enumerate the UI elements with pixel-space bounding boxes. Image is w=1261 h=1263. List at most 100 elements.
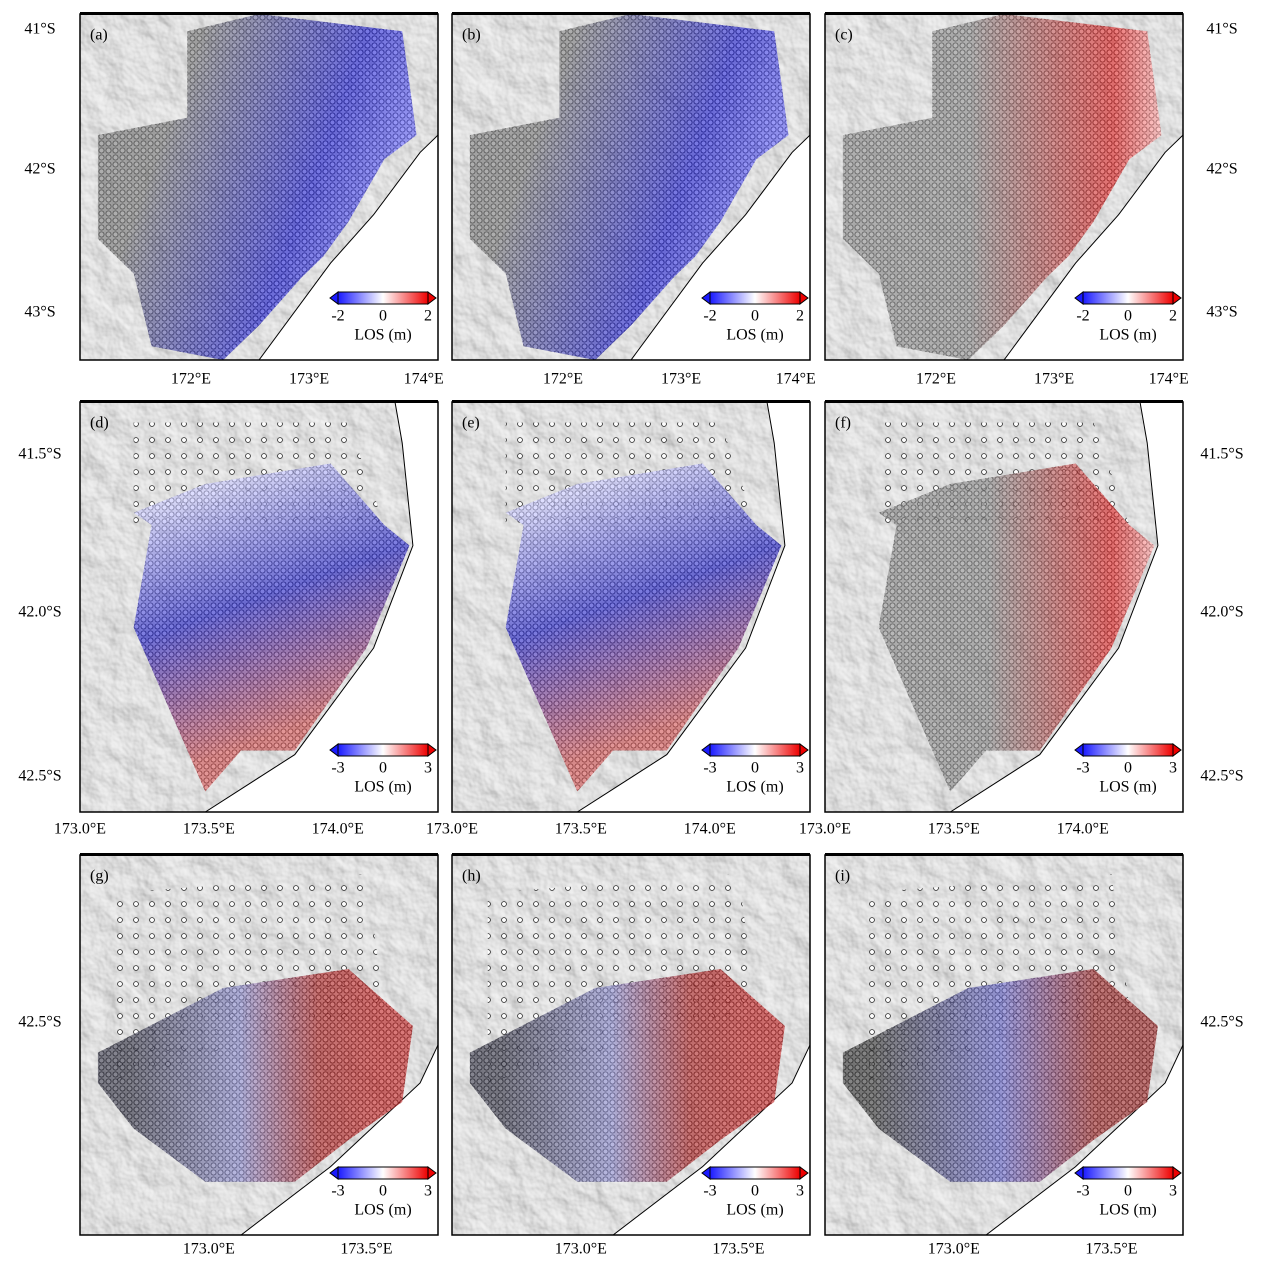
panel-label: (f) — [835, 415, 851, 432]
lon-label: 173.0°E — [426, 821, 478, 838]
colorbar — [1082, 743, 1174, 757]
map-content — [80, 402, 438, 812]
lat-label-left: 43°S — [24, 304, 55, 321]
colorbar — [337, 1166, 429, 1180]
colorbar-tick-label: -3 — [1076, 1183, 1089, 1200]
lon-label: 173°E — [289, 371, 329, 388]
colorbar-tick-label: 3 — [424, 760, 432, 777]
lat-label-left: 42.0°S — [18, 604, 61, 621]
panel-label: (d) — [90, 415, 109, 432]
lat-label-right: 43°S — [1206, 304, 1237, 321]
colorbar-label: LOS (m) — [1099, 1202, 1156, 1219]
lon-label: 173.5°E — [183, 821, 235, 838]
map-panel: (f) -3 0 3 LOS (m) — [824, 400, 1184, 813]
frame-top — [452, 12, 810, 15]
colorbar — [337, 291, 429, 305]
map-content — [80, 14, 438, 360]
ocean — [240, 1044, 438, 1235]
colorbar-tick-label: 0 — [379, 760, 387, 777]
lon-label: 174.0°E — [1057, 821, 1109, 838]
colorbar-tick-label: 0 — [379, 1183, 387, 1200]
map-panel: (d) -3 0 3 LOS (m) — [79, 400, 439, 813]
lat-label-right: 42.5°S — [1200, 768, 1243, 785]
lon-label: 173.0°E — [555, 1241, 607, 1258]
lon-label: 173.5°E — [928, 821, 980, 838]
map-panel: (i) -3 0 3 LOS (m) — [824, 853, 1184, 1236]
frame-top — [80, 12, 438, 15]
lat-label-right: 41.5°S — [1200, 446, 1243, 463]
los-color — [133, 463, 410, 792]
colorbar-tick-label: -3 — [331, 760, 344, 777]
lon-label: 174.0°E — [312, 821, 364, 838]
colorbar-label: LOS (m) — [726, 779, 783, 796]
map-panel: (a) -2 0 2 LOS (m) — [79, 12, 439, 361]
ocean — [204, 402, 438, 812]
colorbar-tick-label: 3 — [796, 760, 804, 777]
los-color — [469, 14, 789, 360]
lat-label-right: 41°S — [1206, 21, 1237, 38]
panel-label: (c) — [835, 27, 853, 44]
colorbar-label: LOS (m) — [354, 327, 411, 344]
frame-top — [80, 853, 438, 856]
lat-label-left: 41°S — [24, 21, 55, 38]
colorbar-tick-label: 0 — [1124, 1183, 1132, 1200]
panel-label: (e) — [462, 415, 480, 432]
colorbar-tick-label: 0 — [1124, 308, 1132, 325]
panel-label: (b) — [462, 27, 481, 44]
colorbar-tick-label: 0 — [379, 308, 387, 325]
lon-label: 172°E — [916, 371, 956, 388]
lon-label: 172°E — [543, 371, 583, 388]
colorbar-tick-label: -2 — [331, 308, 344, 325]
lon-label: 174°E — [1149, 371, 1189, 388]
panel-label: (g) — [90, 868, 109, 885]
lon-label: 173.0°E — [54, 821, 106, 838]
lon-label: 174.0°E — [684, 821, 736, 838]
colorbar-tick-label: -3 — [331, 1183, 344, 1200]
frame-top — [80, 400, 438, 403]
lon-label: 174°E — [776, 371, 816, 388]
colorbar-tick-label: 0 — [1124, 760, 1132, 777]
colorbar — [709, 743, 801, 757]
lon-label: 173.5°E — [340, 1241, 392, 1258]
colorbar-tick-label: 2 — [424, 308, 432, 325]
los-color — [97, 14, 417, 360]
colorbar-label: LOS (m) — [354, 779, 411, 796]
colorbar-tick-label: -3 — [1076, 760, 1089, 777]
ocean — [612, 1044, 810, 1235]
panel-label: (h) — [462, 868, 481, 885]
map-panel: (g) -3 0 3 LOS (m) — [79, 853, 439, 1236]
map-panel: (c) -2 0 2 LOS (m) — [824, 12, 1184, 361]
colorbar-tick-label: 2 — [1169, 308, 1177, 325]
colorbar — [1082, 1166, 1174, 1180]
lon-label: 173.0°E — [183, 1241, 235, 1258]
colorbar-label: LOS (m) — [726, 327, 783, 344]
colorbar-label: LOS (m) — [1099, 327, 1156, 344]
ocean — [576, 402, 810, 812]
ocean — [985, 1044, 1183, 1235]
frame-top — [452, 400, 810, 403]
colorbar — [1082, 291, 1174, 305]
colorbar-tick-label: 0 — [751, 308, 759, 325]
colorbar-tick-label: -3 — [703, 1183, 716, 1200]
colorbar-tick-label: 3 — [424, 1183, 432, 1200]
lat-label-left: 42°S — [24, 161, 55, 178]
lat-label-left: 42.5°S — [18, 768, 61, 785]
colorbar-tick-label: 0 — [751, 1183, 759, 1200]
colorbar-tick-label: -2 — [703, 308, 716, 325]
lon-label: 173.5°E — [712, 1241, 764, 1258]
lat-label-right: 42.5°S — [1200, 1014, 1243, 1031]
frame-top — [825, 12, 1183, 15]
lon-label: 173°E — [661, 371, 701, 388]
colorbar-label: LOS (m) — [354, 1202, 411, 1219]
lon-label: 173.0°E — [928, 1241, 980, 1258]
los-color — [842, 14, 1162, 360]
frame-top — [452, 853, 810, 856]
lon-label: 172°E — [171, 371, 211, 388]
frame-top — [825, 853, 1183, 856]
los-color — [878, 463, 1155, 792]
lat-label-right: 42.0°S — [1200, 604, 1243, 621]
lat-label-left: 41.5°S — [18, 446, 61, 463]
los-color — [469, 969, 785, 1182]
panel-label: (i) — [835, 868, 850, 885]
